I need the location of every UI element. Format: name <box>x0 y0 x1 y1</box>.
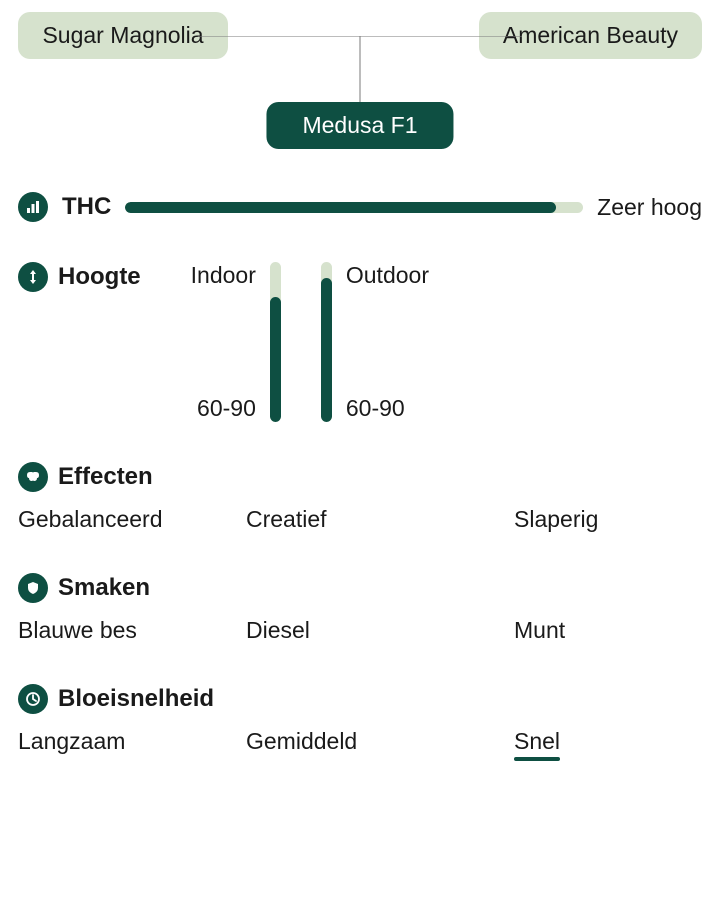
thc-label: THC <box>62 193 111 221</box>
thc-section: THC Zeer hoog <box>18 192 702 222</box>
lineage-tree: Sugar Magnolia American Beauty Medusa F1 <box>18 12 702 142</box>
flowering-item: Langzaam <box>18 728 125 761</box>
thc-value-label: Zeer hoog <box>597 194 702 221</box>
flavor-item: Munt <box>434 617 702 644</box>
height-outdoor-bottom: 60-90 <box>346 395 429 422</box>
child-pill: Medusa F1 <box>266 102 453 149</box>
height-outdoor-top: Outdoor <box>346 262 429 289</box>
parent-left-pill: Sugar Magnolia <box>18 12 228 59</box>
effect-item: Creatief <box>206 506 434 533</box>
flowering-list: Langzaam Gemiddeld Snel <box>18 728 702 761</box>
effects-label: Effecten <box>58 463 153 491</box>
height-indoor-fill <box>270 297 281 422</box>
flowering-item: Snel <box>514 728 560 761</box>
bar-chart-icon <box>18 192 48 222</box>
arrows-vertical-icon <box>18 262 48 292</box>
flavor-item: Diesel <box>206 617 434 644</box>
effects-list: Gebalanceerd Creatief Slaperig <box>18 506 702 533</box>
flowering-section: Bloeisnelheid Langzaam Gemiddeld Snel <box>18 684 702 761</box>
thc-bar <box>125 202 583 213</box>
flavor-item: Blauwe bes <box>18 617 206 644</box>
effect-item: Gebalanceerd <box>18 506 206 533</box>
height-indoor-top: Indoor <box>191 262 256 289</box>
effect-item: Slaperig <box>434 506 702 533</box>
height-outdoor: Outdoor 60-90 <box>321 262 429 422</box>
height-outdoor-fill <box>321 278 332 422</box>
parent-right-pill: American Beauty <box>479 12 702 59</box>
flavors-label: Smaken <box>58 574 150 602</box>
height-indoor: Indoor 60-90 <box>191 262 281 422</box>
height-section: Hoogte Indoor 60-90 Outdoor 60-90 <box>18 262 702 422</box>
flowering-label: Bloeisnelheid <box>58 685 214 713</box>
height-label: Hoogte <box>58 263 141 291</box>
shield-icon <box>18 573 48 603</box>
effects-section: Effecten Gebalanceerd Creatief Slaperig <box>18 462 702 533</box>
height-indoor-bottom: 60-90 <box>191 395 256 422</box>
height-outdoor-bar <box>321 262 332 422</box>
height-indoor-bar <box>270 262 281 422</box>
flavors-section: Smaken Blauwe bes Diesel Munt <box>18 573 702 644</box>
thc-bar-fill <box>125 202 555 213</box>
flavors-list: Blauwe bes Diesel Munt <box>18 617 702 644</box>
clock-icon <box>18 684 48 714</box>
flowering-item: Gemiddeld <box>246 728 357 761</box>
brain-icon <box>18 462 48 492</box>
